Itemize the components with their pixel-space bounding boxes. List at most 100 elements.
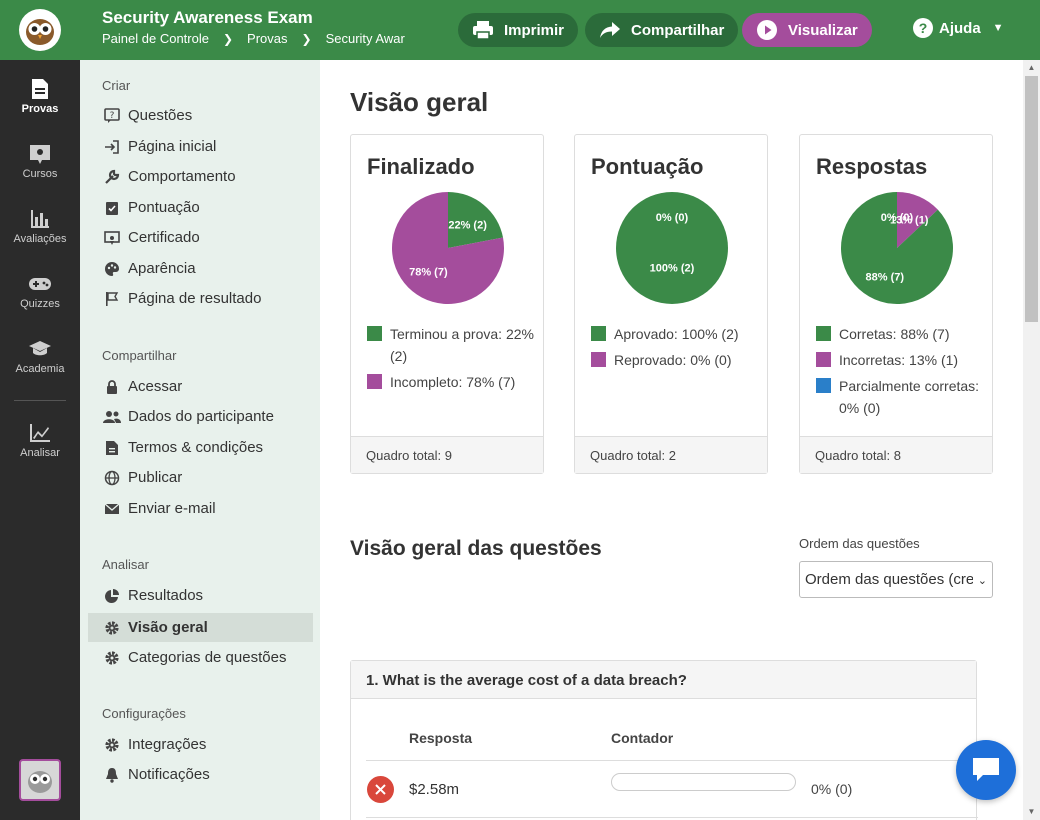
rail-item-courses[interactable]: Cursos xyxy=(0,143,80,180)
user-avatar[interactable] xyxy=(19,759,61,801)
scrollbar-thumb[interactable] xyxy=(1025,76,1038,322)
card-title: Finalizado xyxy=(367,154,475,179)
users-icon xyxy=(103,408,121,426)
document-icon xyxy=(0,78,80,100)
incorrect-icon xyxy=(367,776,394,803)
breadcrumb-dashboard[interactable]: Painel de Controle xyxy=(102,31,209,46)
finished-card: Finalizado 22% (2) 78% (7) Terminou a pro… xyxy=(350,134,544,474)
legend-item[interactable]: Terminou a prova: 22% (2) xyxy=(367,323,537,367)
rail-item-quizzes[interactable]: Quizzes xyxy=(0,273,80,310)
card-footer: Quadro total: 2 xyxy=(575,436,767,473)
sidebar-item-appearance[interactable]: Aparência xyxy=(88,254,313,283)
sign-in-icon xyxy=(103,138,121,156)
card-title: Pontuação xyxy=(591,154,704,179)
graduation-cap-icon xyxy=(0,338,80,360)
order-label: Ordem das questões xyxy=(799,536,920,551)
question-icon: ? xyxy=(103,107,121,125)
sidebar-item-result-page[interactable]: Página de resultado xyxy=(88,284,313,313)
legend-item[interactable]: Incompleto: 78% (7) xyxy=(367,371,537,393)
legend-swatch xyxy=(367,326,382,341)
sidebar-item-certificate[interactable]: Certificado xyxy=(88,223,313,252)
rail-item-assessments[interactable]: Avaliações xyxy=(0,208,80,245)
pie-data-label: 88% (7) xyxy=(866,271,905,283)
breadcrumb-current: Security Awar xyxy=(325,31,405,46)
app-rail: Provas Cursos Avaliações Quizzes Academi… xyxy=(0,60,80,820)
sidebar-item-participant-data[interactable]: Dados do participante xyxy=(88,402,313,431)
sidebar-item-access[interactable]: Acessar xyxy=(88,372,313,401)
legend-item[interactable]: Reprovado: 0% (0) xyxy=(591,349,761,371)
question-card: 1. What is the average cost of a data br… xyxy=(350,660,978,820)
flag-icon xyxy=(103,290,121,308)
legend-item[interactable]: Parcialmente corretas: 0% (0) xyxy=(816,375,986,419)
clipboard-check-icon xyxy=(103,199,121,217)
section-title-analyze: Analisar xyxy=(102,557,149,572)
page-title: Visão geral xyxy=(350,87,489,117)
sidebar-item-results[interactable]: Resultados xyxy=(88,581,313,610)
sidebar-item-question-categories[interactable]: Categorias de questões xyxy=(88,643,313,672)
rail-item-exams[interactable]: Provas xyxy=(0,78,80,115)
chevron-right-icon: ❯ xyxy=(301,31,312,46)
legend-swatch xyxy=(591,352,606,367)
breadcrumb-exams[interactable]: Provas xyxy=(247,31,288,46)
pie-slice xyxy=(897,192,938,248)
answers-card: Respostas 13% (1) 0% (0) 88% (7) Corretas:… xyxy=(799,134,993,474)
line-chart-icon xyxy=(0,422,80,444)
main-content: Visão geral Finalizado 22% (2) 78% (7) Te… xyxy=(320,60,1023,820)
rail-divider xyxy=(14,400,66,401)
chart-legend: Corretas: 88% (7) Incorretas: 13% (1) Pa… xyxy=(816,323,986,423)
legend-item[interactable]: Incorretas: 13% (1) xyxy=(816,349,986,371)
pie-data-label: 78% (7) xyxy=(409,267,448,279)
chevron-right-icon: ❯ xyxy=(222,31,234,46)
pie-slice xyxy=(616,192,728,304)
question-order-select[interactable]: Ordem das questões (crescente) ⌄ xyxy=(799,561,993,598)
sidebar-item-publish[interactable]: Publicar xyxy=(88,463,313,492)
legend-item[interactable]: Corretas: 88% (7) xyxy=(816,323,986,345)
legend-item[interactable]: Aprovado: 100% (2) xyxy=(591,323,761,345)
scroll-up-arrow-icon[interactable]: ▲ xyxy=(1027,63,1036,72)
sidebar-item-overview[interactable]: Visão geral xyxy=(88,613,313,642)
answer-count: 0% (0) xyxy=(811,781,853,797)
chat-button[interactable] xyxy=(956,740,1016,800)
globe-icon xyxy=(103,469,121,487)
count-column-header: Contador xyxy=(611,730,674,746)
print-button[interactable]: Imprimir xyxy=(458,13,579,47)
caret-down-icon: ▼ xyxy=(992,22,1004,34)
sidebar-item-notifications[interactable]: Notificações xyxy=(88,760,313,789)
sidebar-item-behavior[interactable]: Comportamento xyxy=(88,162,313,191)
chat-bubble-icon xyxy=(973,758,999,781)
sidebar-item-terms[interactable]: Termos & condições xyxy=(88,433,313,462)
share-arrow-icon xyxy=(600,22,620,38)
score-pie-chart: 0% (0) 100% (2) xyxy=(616,192,728,304)
settings-sidebar: Criar ? Questões Página inicial Comportam… xyxy=(80,60,320,820)
envelope-icon xyxy=(103,500,121,518)
question-title: 1. What is the average cost of a data br… xyxy=(351,661,976,699)
chart-legend: Aprovado: 100% (2) Reprovado: 0% (0) xyxy=(591,323,761,375)
scroll-down-arrow-icon[interactable]: ▼ xyxy=(1027,807,1036,816)
questions-overview-title: Visão geral das questões xyxy=(350,537,602,560)
wrench-icon xyxy=(103,168,121,186)
pie-slice xyxy=(448,192,504,248)
answers-pie-chart: 13% (1)0% (0) 88% (7) xyxy=(841,192,953,304)
pie-data-label: 22% (2) xyxy=(448,219,487,231)
sidebar-item-send-email[interactable]: Enviar e-mail xyxy=(88,494,313,523)
certificate-icon xyxy=(103,229,121,247)
legend-swatch xyxy=(591,326,606,341)
section-title-settings: Configurações xyxy=(102,706,186,721)
rail-item-analyze[interactable]: Analisar xyxy=(0,422,80,459)
answer-count-bar xyxy=(611,773,796,791)
sidebar-item-start-page[interactable]: Página inicial xyxy=(88,132,313,161)
sidebar-item-questions[interactable]: ? Questões xyxy=(88,101,313,130)
preview-button[interactable]: Visualizar xyxy=(742,13,872,47)
pie-data-label: 100% (2) xyxy=(650,263,695,275)
sidebar-item-scoring[interactable]: Pontuação xyxy=(88,193,313,222)
owl-logo[interactable] xyxy=(0,0,80,60)
scrollbar[interactable]: ▲ ▼ xyxy=(1023,60,1040,820)
bar-chart-icon xyxy=(0,208,80,230)
rail-item-academy[interactable]: Academia xyxy=(0,338,80,375)
answer-text: $2.58m xyxy=(409,781,460,798)
play-circle-icon xyxy=(757,20,777,40)
gear-icon xyxy=(103,649,121,667)
share-button[interactable]: Compartilhar xyxy=(585,13,739,47)
help-menu[interactable]: ? Ajuda ▼ xyxy=(913,18,1004,38)
sidebar-item-integrations[interactable]: Integrações xyxy=(88,730,313,759)
